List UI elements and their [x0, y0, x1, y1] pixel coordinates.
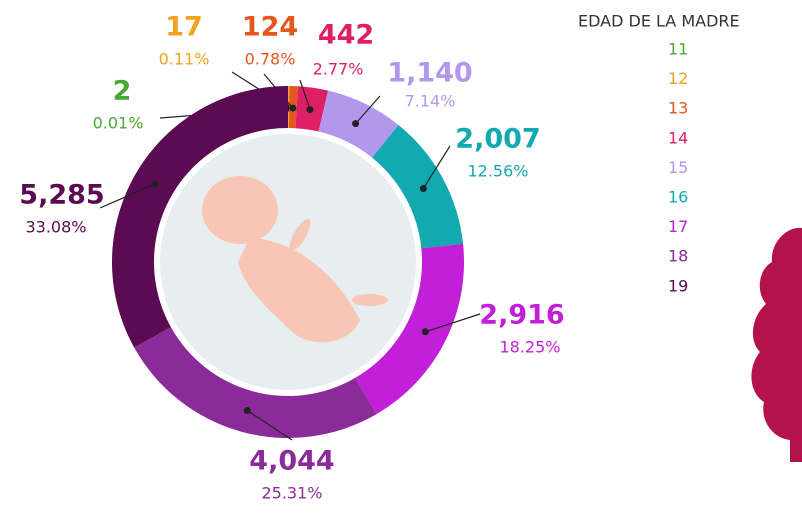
value-label: 1,140	[387, 58, 472, 89]
leader-dot	[422, 328, 429, 335]
percentage-label: 0.01%	[93, 114, 144, 133]
value-label: 442	[318, 20, 374, 51]
leader-dot	[306, 106, 313, 113]
legend-title: EDAD DE LA MADRE	[578, 12, 740, 31]
chart: EDAD DE LA MADRE 2 0.01% 17 0.11% 124 0.78% 44…	[0, 0, 802, 527]
value-label: 124	[242, 12, 298, 43]
value-label: 17	[165, 12, 203, 43]
leader-dot	[244, 407, 251, 414]
leader-dot	[420, 185, 427, 192]
value-label: 2,916	[479, 300, 564, 331]
legend-entry: 11	[668, 40, 688, 59]
percentage-label: 2.77%	[313, 60, 364, 79]
legend-entry: 17	[668, 217, 688, 236]
legend-entry: 15	[668, 158, 688, 177]
value-label: 5,285	[19, 180, 104, 211]
legend-entry: 13	[668, 99, 688, 118]
tree-decoration	[751, 228, 802, 462]
percentage-label: 0.78%	[245, 50, 296, 69]
percentage-label: 7.14%	[405, 92, 456, 111]
legend-entry: 16	[668, 188, 688, 207]
value-label: 2,007	[455, 124, 540, 155]
percentage-label: 33.08%	[25, 218, 86, 237]
percentage-label: 25.31%	[261, 484, 322, 503]
leader-dot	[289, 105, 296, 112]
percentage-label: 0.11%	[159, 50, 210, 69]
legend-entry: 18	[668, 247, 688, 266]
legend-entry: 14	[668, 128, 688, 147]
legend-entry: 19	[668, 276, 688, 295]
percentage-label: 12.56%	[467, 162, 528, 181]
leader-dot	[352, 120, 359, 127]
leader-dot	[152, 180, 159, 187]
value-label: 2	[113, 76, 132, 107]
legend-entry: 12	[668, 69, 688, 88]
value-label: 4,044	[249, 446, 334, 477]
percentage-label: 18.25%	[499, 338, 560, 357]
